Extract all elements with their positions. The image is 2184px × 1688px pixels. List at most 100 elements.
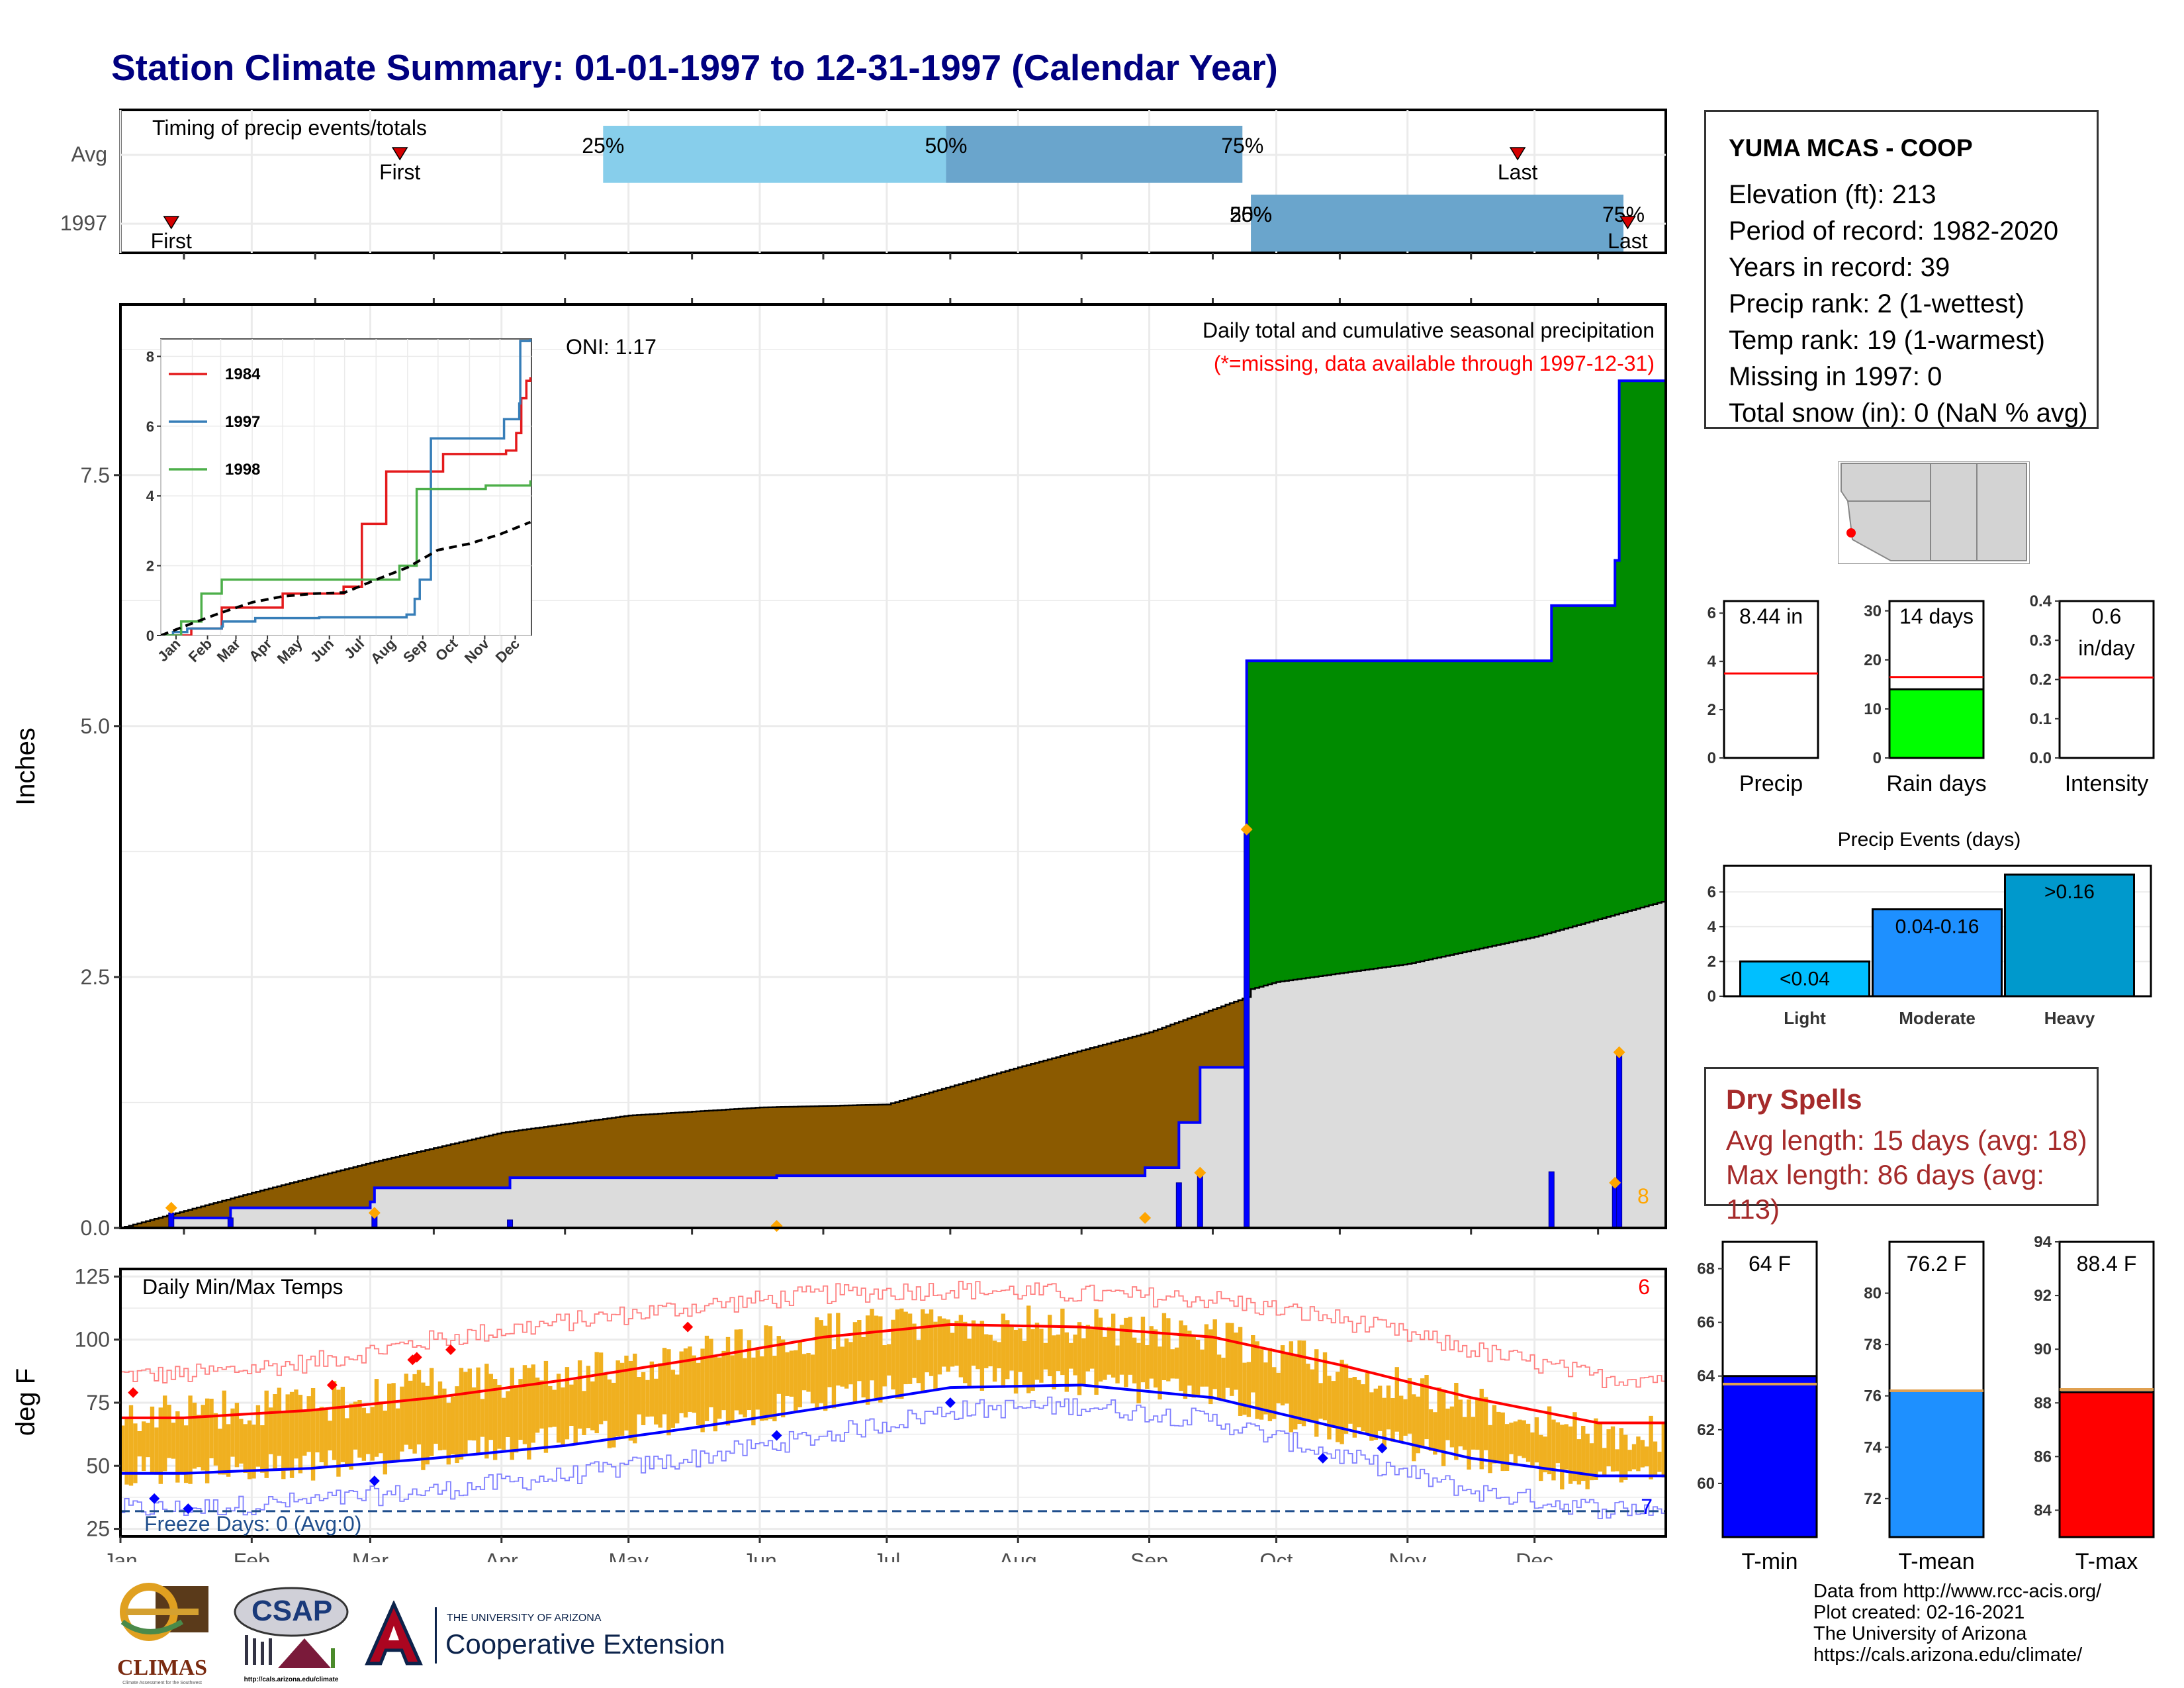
daily-temp-range-bar <box>1479 1388 1484 1470</box>
inset-ytick-label: 6 <box>146 418 154 435</box>
temp-summary-bar-value-label: 88.4 F <box>2077 1252 2137 1276</box>
daily-temp-range-bar <box>514 1385 519 1453</box>
daily-temp-range-bar <box>150 1406 155 1475</box>
daily-temp-range-bar <box>692 1355 697 1413</box>
daily-temp-range-bar <box>1509 1423 1514 1454</box>
daily-temp-range-bar <box>976 1326 980 1370</box>
daily-temp-range-bar <box>1314 1349 1319 1437</box>
daily-temp-range-bar <box>1034 1323 1040 1380</box>
daily-temp-range-bar <box>1030 1329 1035 1391</box>
daily-temp-range-bar <box>395 1408 400 1461</box>
daily-temp-range-bar <box>243 1424 248 1474</box>
daily-temp-range-bar <box>1280 1345 1285 1406</box>
daily-temp-range-bar <box>815 1317 819 1410</box>
daily-temp-range-bar <box>1187 1331 1192 1386</box>
daily-temp-range-bar <box>1310 1369 1315 1422</box>
daily-temp-range-bar <box>1640 1440 1645 1468</box>
climas-logo-graphic <box>120 1583 208 1641</box>
inset-ytick-label: 2 <box>146 558 154 575</box>
summary-bar-value-label: 14 days <box>1899 604 1974 628</box>
daily-temp-range-bar <box>1005 1320 1010 1380</box>
daily-temp-range-bar <box>1060 1308 1065 1376</box>
daily-temp-range-bar <box>421 1382 426 1470</box>
daily-temp-range-bar <box>1492 1405 1497 1464</box>
daily-temp-range-bar <box>713 1356 718 1432</box>
record-high-count: 6 <box>1638 1275 1650 1299</box>
daily-temp-range-bar <box>717 1357 722 1419</box>
inset-legend-label: 1997 <box>225 413 260 431</box>
daily-temp-range-bar <box>709 1338 713 1407</box>
daily-temp-range-bar <box>1513 1421 1518 1464</box>
daily-temp-range-bar <box>1318 1383 1323 1419</box>
daily-temp-range-bar <box>1458 1399 1463 1447</box>
daily-temp-range-bar <box>1085 1325 1090 1372</box>
daily-temp-range-bar <box>1576 1439 1582 1485</box>
daily-temp-range-bar <box>226 1424 231 1477</box>
daily-temp-range-bar <box>582 1391 586 1435</box>
summary-bar-ytick-label: 30 <box>1864 602 1882 620</box>
daily-temp-range-bar <box>1297 1340 1302 1425</box>
daily-temp-range-bar <box>1336 1372 1340 1442</box>
timing-panel: Timing of precip events/totals Avg 1997 … <box>60 109 1667 305</box>
daily-temp-range-bar <box>844 1338 849 1389</box>
map-region <box>1841 463 2027 561</box>
daily-temp-range-bar <box>1602 1448 1607 1477</box>
timing-last-marker <box>1619 216 1636 230</box>
daily-temp-range-bar <box>1158 1346 1162 1400</box>
daily-temp-range-bar <box>984 1334 989 1368</box>
daily-temp-range-bar <box>658 1363 662 1428</box>
daily-temp-range-bar <box>1140 1317 1146 1383</box>
daily-temp-range-bar <box>1255 1341 1259 1419</box>
daily-temp-range-bar <box>612 1382 616 1448</box>
daily-temp-range-bar <box>1251 1335 1255 1393</box>
daily-temp-range-bar <box>1416 1396 1420 1454</box>
daily-temp-range-bar <box>1242 1362 1247 1415</box>
daily-temp-range-bar <box>1518 1419 1522 1456</box>
daily-temp-range-bar <box>1301 1340 1306 1427</box>
daily-temp-range-bar <box>921 1309 925 1392</box>
daily-temp-range-bar <box>302 1411 307 1456</box>
daily-temp-range-bar <box>552 1389 557 1427</box>
daily-temp-range-bar <box>171 1423 176 1459</box>
timing-q50-q75-bar <box>1251 195 1624 252</box>
precip-events-bar-light <box>1739 960 1870 998</box>
above-average-surplus-area <box>1246 381 1666 998</box>
dry-spells-avg: Avg length: 15 days (avg: 18) <box>1726 1125 2087 1156</box>
daily-temp-range-bar <box>848 1342 853 1385</box>
daily-temp-range-bar <box>268 1407 273 1454</box>
daily-temp-range-bar <box>1089 1329 1095 1369</box>
daily-temp-range-bar <box>1234 1333 1238 1390</box>
daily-normal-marker <box>1139 1211 1152 1224</box>
station-info-line: Elevation (ft): 213 <box>1729 180 1936 209</box>
daily-temp-range-bar <box>1394 1367 1399 1432</box>
daily-temp-range-bar <box>675 1374 680 1424</box>
daily-temp-range-bar <box>1403 1399 1408 1436</box>
daily-temp-range-bar <box>1598 1423 1603 1472</box>
daily-temp-range-bar <box>1581 1425 1586 1481</box>
daily-temp-range-bar <box>188 1395 193 1484</box>
station-info-line: Years in record: 39 <box>1729 253 1950 282</box>
daily-temp-range-bar <box>1200 1349 1205 1387</box>
daily-precip-bar <box>168 1212 175 1229</box>
daily-temp-range-bar <box>527 1368 531 1460</box>
daily-temp-range-bar <box>1009 1327 1014 1371</box>
daily-temp-range-bar <box>1136 1342 1141 1403</box>
temp-summary-bar-ytick-label: 78 <box>1864 1336 1882 1354</box>
temp-summary-bar-ytick-label: 84 <box>2034 1501 2052 1519</box>
daily-temp-range-bar <box>1433 1412 1437 1455</box>
temp-summary-bar-ytick-label: 86 <box>2034 1448 2052 1466</box>
daily-temp-range-bar <box>1276 1372 1281 1403</box>
daily-temp-range-bar <box>607 1379 612 1448</box>
daily-temp-range-bar <box>1107 1327 1111 1375</box>
temp-summary-bar-t-min: 60 62 64 66 68 64 F T-min <box>1697 1241 1818 1574</box>
daily-temp-range-bar <box>988 1335 993 1367</box>
daily-temp-range-bar <box>1124 1317 1128 1387</box>
temp-summary-bar-ytick-label: 66 <box>1697 1314 1715 1332</box>
daily-temp-range-bar <box>1230 1323 1234 1396</box>
daily-temp-range-bar <box>1208 1329 1213 1405</box>
daily-temp-range-bar <box>619 1362 625 1436</box>
daily-temp-range-bar <box>1259 1349 1264 1420</box>
daily-temp-range-bar <box>264 1390 269 1478</box>
timing-first-label: First <box>379 160 420 184</box>
daily-temp-range-bar <box>577 1360 582 1429</box>
